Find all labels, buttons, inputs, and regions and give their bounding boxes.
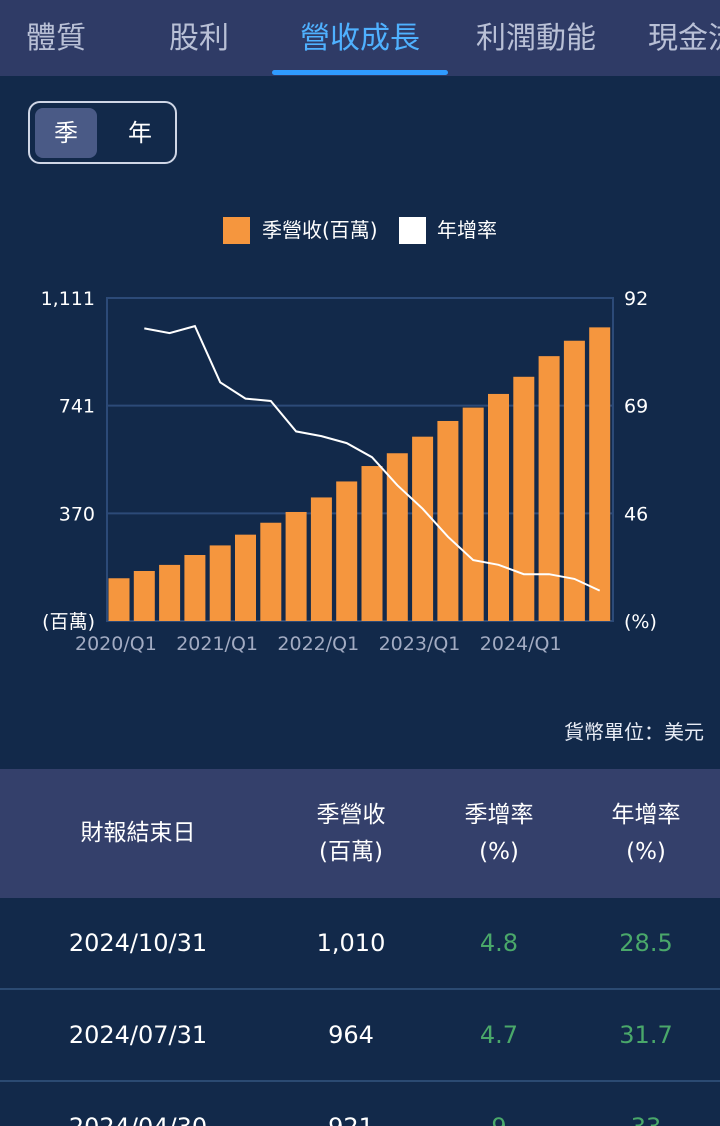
table-row[interactable]: 2024/04/30 921 9 33 xyxy=(0,1082,720,1126)
toggle-year[interactable]: 年 xyxy=(128,119,152,147)
left-axis-tick: 1,111 xyxy=(41,288,95,310)
table-row[interactable]: 2024/10/31 1,010 4.8 28.5 xyxy=(0,898,720,990)
revenue-bar xyxy=(513,376,535,621)
cell-date: 2024/07/31 xyxy=(68,1021,208,1049)
right-axis-tick: 92 xyxy=(624,288,648,310)
table-row[interactable]: 2024/07/31 964 4.7 31.7 xyxy=(0,990,720,1082)
x-axis-tick: 2023/Q1 xyxy=(379,633,461,655)
currency-note: 貨幣單位：美元 xyxy=(564,720,704,744)
header-yoy-line1: 年增率 xyxy=(611,801,681,828)
chart-grid xyxy=(106,297,614,622)
revenue-bar xyxy=(133,570,155,621)
revenue-bar xyxy=(184,555,206,621)
header-qoq: 季增率 (%) xyxy=(426,769,572,898)
cell-revenue: 1,010 xyxy=(316,929,386,957)
tab-cash-flow[interactable]: 現金流 xyxy=(648,21,720,56)
revenue-bar xyxy=(538,356,560,621)
legend-revenue-swatch xyxy=(223,217,250,244)
left-axis-tick: 741 xyxy=(59,396,95,418)
revenue-bar xyxy=(589,327,611,621)
revenue-bar xyxy=(285,511,307,621)
top-tab-bar: 體質 股利 營收成長 利潤動能 現金流 xyxy=(0,0,720,76)
revenue-bar xyxy=(235,534,256,621)
cell-date: 2024/04/30 xyxy=(0,1082,276,1126)
cell-qoq: 9 xyxy=(426,1082,572,1126)
chart-axes: 1,111 741 370 (百萬) 92 69 46 (%) 2020/Q1 2021/Q1 20… xyxy=(41,288,657,655)
x-axis-tick: 2022/Q1 xyxy=(277,633,359,655)
period-toggle: 季 年 xyxy=(28,101,177,164)
legend-yoy-swatch xyxy=(399,217,426,244)
revenue-bar xyxy=(386,453,408,621)
right-axis-tick: 69 xyxy=(624,396,648,418)
header-date: 財報結束日 xyxy=(0,769,276,898)
revenue-bar xyxy=(108,578,130,621)
header-date-label: 財報結束日 xyxy=(80,820,196,846)
right-axis-unit: (%) xyxy=(624,611,657,633)
left-axis-tick: 370 xyxy=(59,503,95,525)
yoy-line-path xyxy=(144,324,601,592)
header-revenue-line2: (百萬) xyxy=(319,838,383,865)
x-axis-tick: 2021/Q1 xyxy=(176,633,258,655)
tab-revenue-growth[interactable]: 營收成長 xyxy=(300,21,420,56)
cell-qoq: 4.8 xyxy=(479,929,519,957)
table-header: 財報結束日 季營收 (百萬) 季增率 (%) 年增率 (%) xyxy=(0,769,720,898)
revenue-bar xyxy=(209,545,231,621)
revenue-bar xyxy=(488,393,509,621)
left-axis-unit: (百萬) xyxy=(42,611,95,633)
legend-revenue-label: 季營收(百萬) xyxy=(262,218,378,242)
header-revenue: 季營收 (百萬) xyxy=(276,769,426,898)
cell-yoy: 28.5 xyxy=(619,929,673,957)
header-qoq-line2: (%) xyxy=(479,838,519,865)
revenue-bar xyxy=(159,564,181,621)
tab-health[interactable]: 體質 xyxy=(26,21,86,56)
right-axis-tick: 46 xyxy=(624,503,648,525)
revenue-bar xyxy=(437,420,459,621)
legend-yoy-label: 年增率 xyxy=(437,218,497,242)
x-axis-tick: 2020/Q1 xyxy=(75,633,157,655)
yoy-line xyxy=(144,324,601,592)
active-tab-indicator xyxy=(272,70,448,75)
header-revenue-line1: 季營收 xyxy=(316,801,386,828)
revenue-bars xyxy=(108,327,611,621)
cell-revenue: 921 xyxy=(276,1082,426,1126)
tab-profit-momentum[interactable]: 利潤動能 xyxy=(476,21,596,56)
revenue-bar xyxy=(336,481,358,621)
x-axis-tick: 2024/Q1 xyxy=(480,633,562,655)
revenue-bar xyxy=(361,466,383,621)
tab-dividend[interactable]: 股利 xyxy=(169,21,229,56)
header-qoq-line1: 季增率 xyxy=(464,801,534,828)
cell-yoy: 31.7 xyxy=(619,1021,673,1049)
toggle-quarter[interactable]: 季 xyxy=(35,108,97,158)
revenue-bar xyxy=(462,407,484,621)
header-yoy-line2: (%) xyxy=(626,838,666,865)
revenue-bar xyxy=(412,436,434,621)
header-yoy: 年增率 (%) xyxy=(572,769,720,898)
cell-date: 2024/10/31 xyxy=(68,929,208,957)
revenue-chart: 1,111 741 370 (百萬) 92 69 46 (%) 2020/Q1 2021/Q1 20… xyxy=(41,288,657,655)
revenue-bar xyxy=(310,497,332,621)
revenue-bar xyxy=(260,522,282,621)
plot-frame xyxy=(106,297,614,622)
cell-yoy: 33 xyxy=(572,1082,720,1126)
cell-revenue: 964 xyxy=(328,1021,374,1049)
revenue-bar xyxy=(563,340,585,621)
cell-qoq: 4.7 xyxy=(479,1021,519,1049)
